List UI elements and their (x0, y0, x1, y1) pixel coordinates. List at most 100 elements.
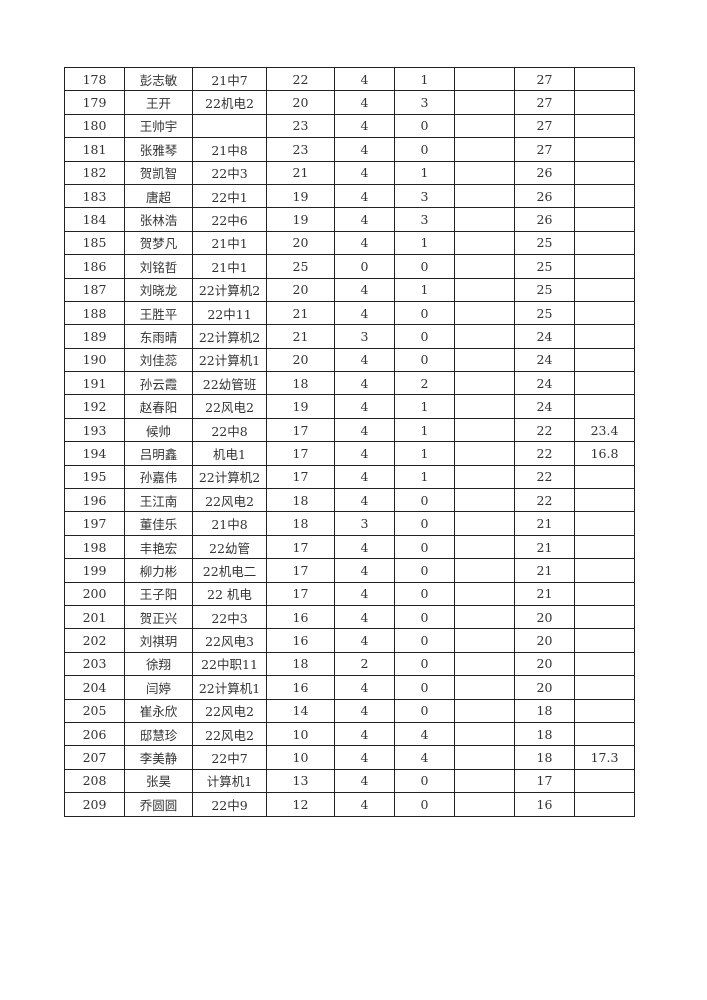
score-b-cell: 4 (334, 441, 395, 466)
class-cell: 22 机电 (192, 581, 267, 606)
score-c-cell: 4 (394, 745, 455, 770)
blank-cell (454, 604, 515, 630)
name-cell: 贺正兴 (124, 604, 193, 630)
class-cell: 22计算机1 (192, 347, 267, 373)
name-cell: 丰艳宏 (124, 534, 193, 560)
score-c-cell: 0 (394, 300, 455, 326)
blank-cell (454, 254, 515, 279)
rank-cell: 201 (64, 604, 125, 630)
extra-cell (574, 347, 635, 373)
score-a-cell: 16 (266, 628, 335, 653)
rank-cell: 180 (64, 113, 125, 139)
score-a-cell: 21 (266, 300, 335, 326)
score-a-cell: 17 (266, 581, 335, 606)
score-c-cell: 0 (394, 488, 455, 513)
total-cell: 20 (514, 604, 575, 630)
score-a-cell: 18 (266, 371, 335, 396)
score-b-cell: 4 (334, 230, 395, 256)
score-b-cell: 4 (334, 417, 395, 443)
name-cell: 李美静 (124, 745, 193, 770)
score-b-cell: 4 (334, 558, 395, 583)
rank-cell: 194 (64, 441, 125, 466)
score-b-cell: 4 (334, 160, 395, 185)
rank-cell: 193 (64, 417, 125, 443)
name-cell: 候帅 (124, 417, 193, 443)
total-cell: 16 (514, 792, 575, 817)
score-c-cell: 0 (394, 792, 455, 817)
score-b-cell: 4 (334, 768, 395, 794)
name-cell: 王江南 (124, 488, 193, 513)
blank-cell (454, 745, 515, 770)
score-a-cell: 17 (266, 441, 335, 466)
table-row: 182 贺凯智 22中3 21 4 1 26 (64, 160, 635, 185)
score-b-cell: 4 (334, 792, 395, 817)
class-cell: 22风电2 (192, 721, 267, 747)
extra-cell (574, 721, 635, 747)
score-c-cell: 1 (394, 394, 455, 419)
score-a-cell: 18 (266, 488, 335, 513)
table-row: 200 王子阳 22 机电 17 4 0 21 (64, 581, 635, 606)
name-cell: 王帅宇 (124, 113, 193, 139)
blank-cell (454, 651, 515, 677)
blank-cell (454, 721, 515, 747)
name-cell: 董佳乐 (124, 511, 193, 536)
name-cell: 柳力彬 (124, 558, 193, 583)
blank-cell (454, 488, 515, 513)
extra-cell (574, 534, 635, 560)
score-b-cell: 4 (334, 183, 395, 209)
name-cell: 孙云霞 (124, 371, 193, 396)
blank-cell (454, 183, 515, 209)
class-cell: 21中8 (192, 137, 267, 162)
score-b-cell: 4 (334, 207, 395, 232)
score-table: 178 彭志敏 21中7 22 4 1 27 179 王开 22机电2 20 4 3 27 180 王帅宇 23… (64, 66, 635, 817)
score-b-cell: 4 (334, 90, 395, 115)
blank-cell (454, 511, 515, 536)
blank-cell (454, 768, 515, 794)
total-cell: 26 (514, 207, 575, 232)
table-row: 190 刘佳蕊 22计算机1 20 4 0 24 (64, 347, 635, 373)
blank-cell (454, 324, 515, 349)
blank-cell (454, 534, 515, 560)
blank-cell (454, 207, 515, 232)
class-cell: 22计算机2 (192, 277, 267, 302)
rank-cell: 191 (64, 371, 125, 396)
score-c-cell: 0 (394, 113, 455, 139)
extra-cell (574, 324, 635, 349)
name-cell: 张林浩 (124, 207, 193, 232)
score-b-cell: 0 (334, 254, 395, 279)
table-row: 191 孙云霞 22幼管班 18 4 2 24 (64, 371, 635, 396)
extra-cell (574, 488, 635, 513)
score-b-cell: 4 (334, 604, 395, 630)
blank-cell (454, 347, 515, 373)
blank-cell (454, 628, 515, 653)
table-row: 187 刘晓龙 22计算机2 20 4 1 25 (64, 277, 635, 302)
score-b-cell: 4 (334, 347, 395, 373)
rank-cell: 186 (64, 254, 125, 279)
rank-cell: 203 (64, 651, 125, 677)
class-cell (192, 113, 267, 139)
score-b-cell: 4 (334, 464, 395, 490)
score-a-cell: 19 (266, 183, 335, 209)
score-a-cell: 22 (266, 66, 335, 92)
total-cell: 24 (514, 324, 575, 349)
blank-cell (454, 230, 515, 256)
class-cell: 机电1 (192, 441, 267, 466)
score-a-cell: 17 (266, 464, 335, 490)
blank-cell (454, 417, 515, 443)
table-row: 193 候帅 22中8 17 4 1 22 23.4 (64, 417, 635, 443)
table-row: 194 吕明鑫 机电1 17 4 1 22 16.8 (64, 441, 635, 466)
extra-cell (574, 651, 635, 677)
extra-cell (574, 768, 635, 794)
rank-cell: 185 (64, 230, 125, 256)
table-row: 201 贺正兴 22中3 16 4 0 20 (64, 604, 635, 630)
rank-cell: 204 (64, 675, 125, 700)
class-cell: 22中11 (192, 300, 267, 326)
score-a-cell: 10 (266, 721, 335, 747)
score-a-cell: 17 (266, 534, 335, 560)
score-a-cell: 16 (266, 675, 335, 700)
name-cell: 刘铭哲 (124, 254, 193, 279)
score-b-cell: 4 (334, 534, 395, 560)
extra-cell (574, 464, 635, 490)
extra-cell (574, 511, 635, 536)
score-b-cell: 3 (334, 324, 395, 349)
